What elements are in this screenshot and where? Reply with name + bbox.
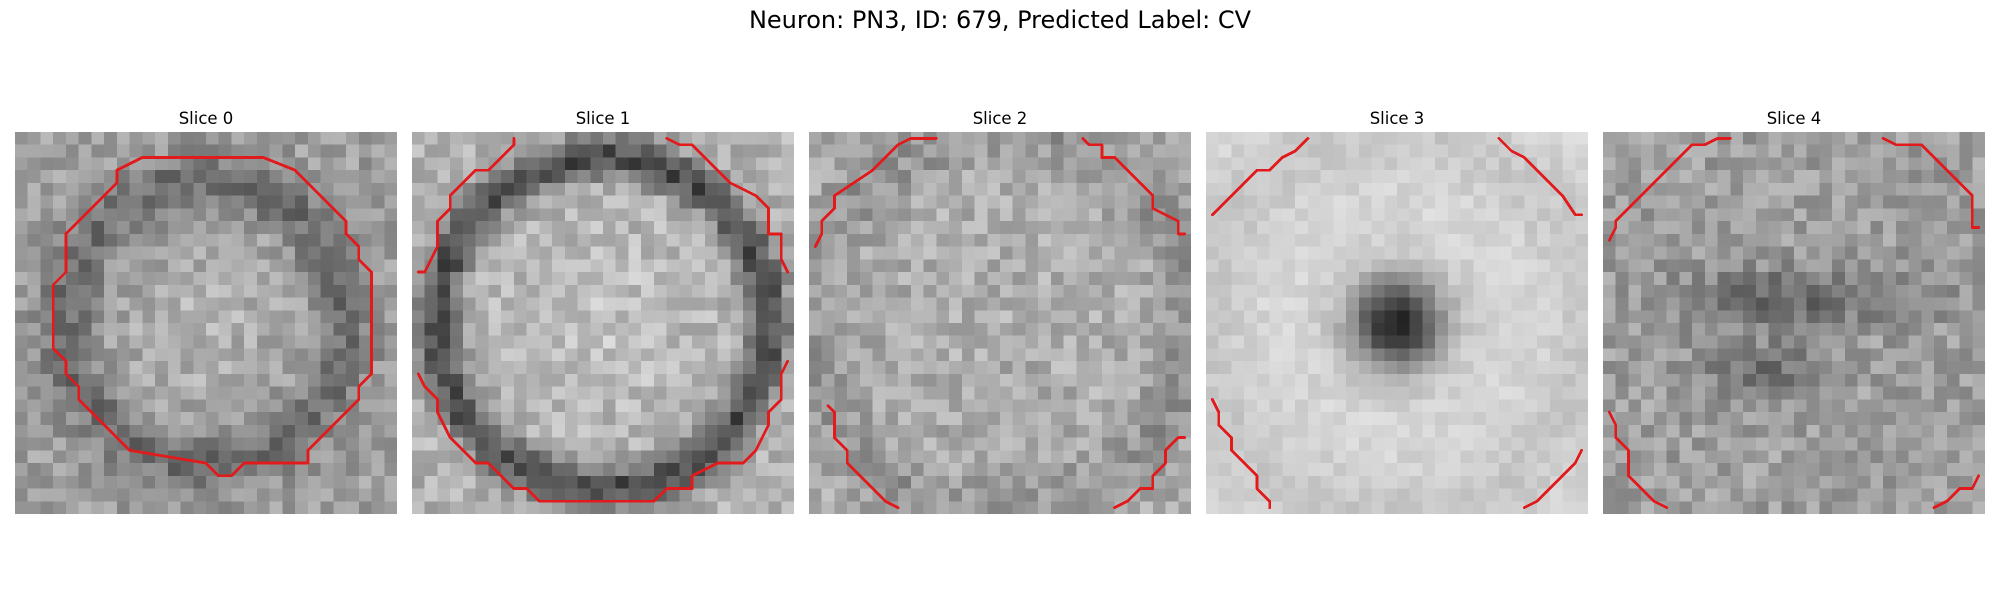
segmentation-contour — [1607, 410, 1669, 510]
segmentation-contour — [51, 156, 373, 478]
segmentation-contour — [813, 136, 938, 249]
slice-title: Slice 0 — [178, 109, 234, 128]
slice-image — [15, 132, 397, 514]
segmentation-contour — [1607, 136, 1732, 242]
segmentation-contour — [1932, 474, 1981, 510]
figure-title: Neuron: PN3, ID: 679, Predicted Label: C… — [748, 6, 1252, 34]
slice-image — [412, 132, 794, 514]
segmentation-contour — [1497, 136, 1584, 217]
slice-image — [1603, 132, 1985, 514]
segmentation-contour — [416, 359, 790, 503]
segmentation-contour — [1881, 136, 1981, 229]
segmentation-contour — [1210, 397, 1272, 510]
segmentation-contour — [826, 404, 900, 510]
segmentation-contour — [1081, 136, 1187, 236]
slice-title: Slice 4 — [1766, 109, 1822, 128]
slice-panel-2: Slice 2 — [809, 108, 1191, 514]
segmentation-contour — [416, 136, 516, 274]
slice-title: Slice 1 — [575, 109, 631, 128]
segmentation-contour — [665, 136, 790, 274]
slice-image — [809, 132, 1191, 514]
slice-panel-3: Slice 3 — [1206, 108, 1588, 514]
slice-title: Slice 3 — [1369, 109, 1425, 128]
slice-title: Slice 2 — [972, 109, 1028, 128]
segmentation-contour — [1522, 448, 1584, 510]
slice-image — [1206, 132, 1588, 514]
slice-panel-0: Slice 0 — [15, 108, 397, 514]
slice-panel-4: Slice 4 — [1603, 108, 1985, 514]
segmentation-contour — [1113, 436, 1187, 510]
slice-panel-1: Slice 1 — [412, 108, 794, 514]
segmentation-contour — [1210, 136, 1310, 217]
